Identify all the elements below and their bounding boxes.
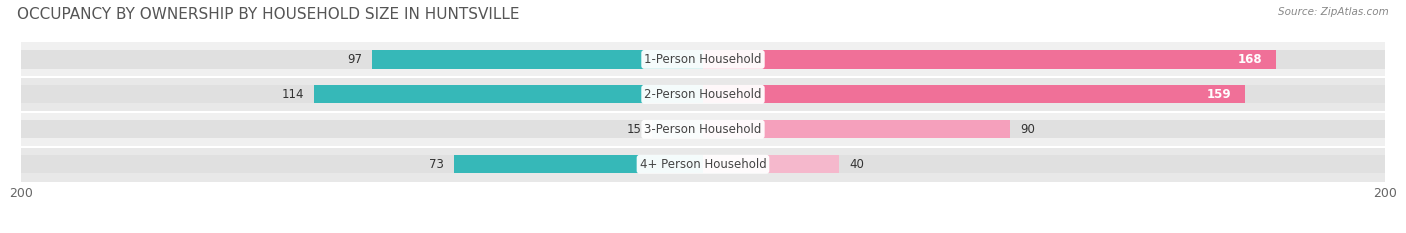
Bar	[21, 147, 1385, 182]
Bar	[703, 50, 1275, 69]
Bar	[373, 50, 703, 69]
Bar	[21, 50, 703, 69]
Text: 1-Person Household: 1-Person Household	[644, 53, 762, 66]
Bar	[21, 155, 703, 173]
Text: 168: 168	[1237, 53, 1263, 66]
Text: 90: 90	[1021, 123, 1035, 136]
Bar	[703, 155, 1385, 173]
Text: Source: ZipAtlas.com: Source: ZipAtlas.com	[1278, 7, 1389, 17]
Text: 114: 114	[281, 88, 304, 101]
Bar	[703, 120, 1385, 138]
Text: 40: 40	[849, 158, 865, 171]
Bar	[21, 112, 1385, 147]
Bar	[315, 85, 703, 103]
Text: 15: 15	[627, 123, 641, 136]
Text: 97: 97	[347, 53, 363, 66]
Text: 73: 73	[429, 158, 444, 171]
Text: 2-Person Household: 2-Person Household	[644, 88, 762, 101]
Bar	[703, 120, 1010, 138]
Bar	[21, 77, 1385, 112]
Bar	[454, 155, 703, 173]
Bar	[21, 120, 703, 138]
Text: 159: 159	[1206, 88, 1232, 101]
Text: 3-Person Household: 3-Person Household	[644, 123, 762, 136]
Text: 4+ Person Household: 4+ Person Household	[640, 158, 766, 171]
Bar	[652, 120, 703, 138]
Bar	[703, 155, 839, 173]
Bar	[703, 85, 1246, 103]
Text: OCCUPANCY BY OWNERSHIP BY HOUSEHOLD SIZE IN HUNTSVILLE: OCCUPANCY BY OWNERSHIP BY HOUSEHOLD SIZE…	[17, 7, 519, 22]
Bar	[703, 85, 1385, 103]
Bar	[703, 50, 1385, 69]
Bar	[21, 85, 703, 103]
Bar	[21, 42, 1385, 77]
